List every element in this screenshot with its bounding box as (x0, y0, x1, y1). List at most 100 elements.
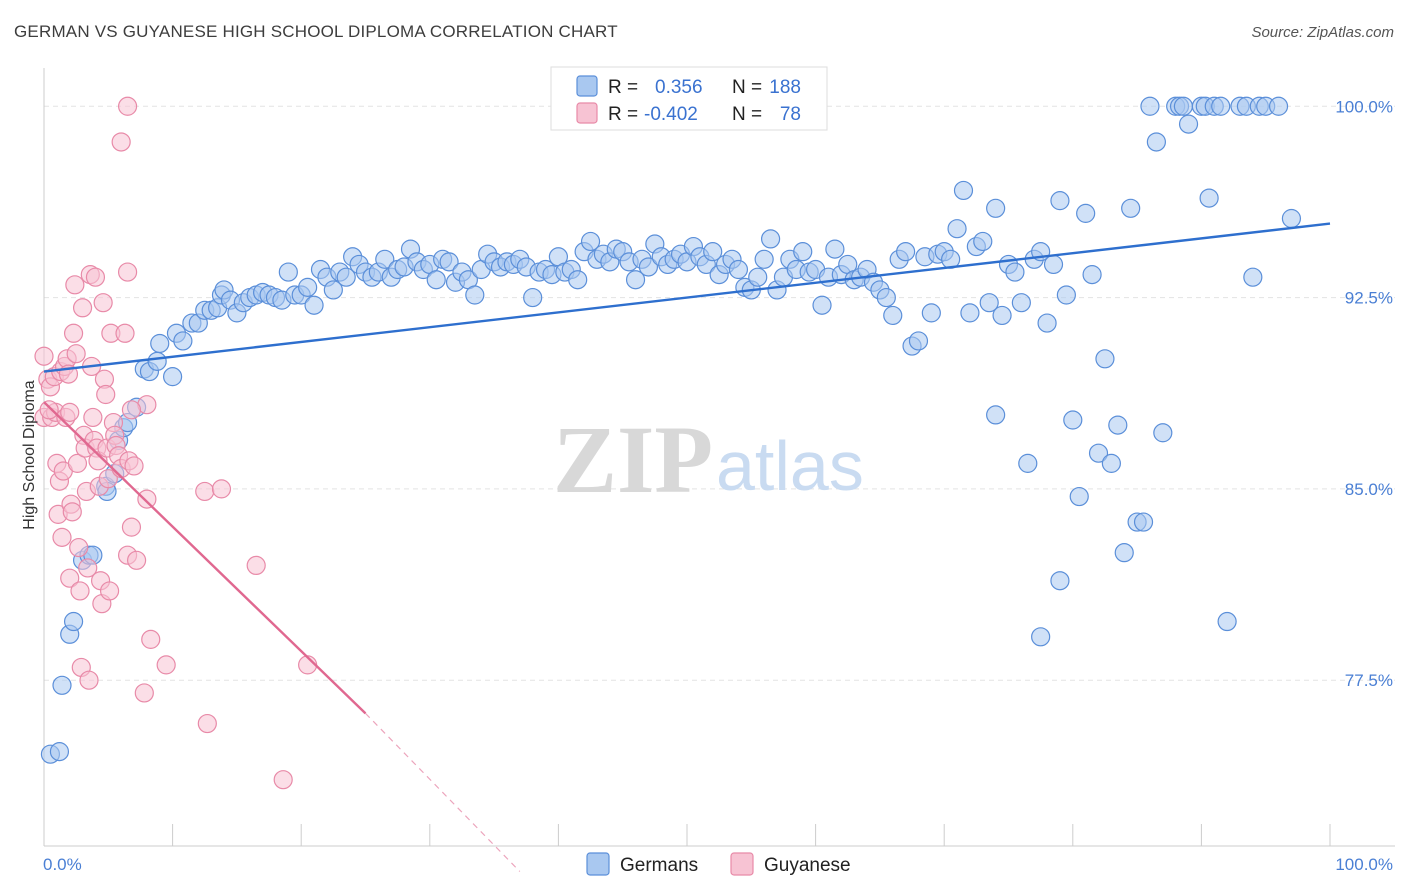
data-point (49, 742, 70, 762)
data-point (1063, 410, 1083, 430)
data-point (63, 323, 84, 343)
data-point (1037, 313, 1057, 333)
data-point (825, 239, 845, 259)
y-axis-label: High School Diploma (21, 380, 38, 530)
data-point (34, 346, 54, 366)
data-point (117, 262, 138, 282)
data-point (195, 481, 215, 502)
watermark: ZIP atlas (553, 406, 864, 513)
data-point (1199, 188, 1219, 208)
y-tick-labels: 100.0% 92.5% 85.0% 77.5% (1335, 97, 1393, 690)
data-point (375, 249, 395, 269)
data-point (173, 331, 193, 351)
data-point (1018, 453, 1038, 473)
data-point (60, 402, 80, 422)
trendlines (43, 222, 1331, 872)
bottom-legend: Germans Guyanese (586, 852, 851, 876)
data-point (1217, 611, 1237, 632)
data-point (52, 675, 72, 695)
x-tick-labels: 0.0% 100.0% (43, 855, 1393, 874)
data-point (246, 555, 266, 576)
watermark-zip: ZIP (553, 406, 713, 513)
legend-n-label: N = (732, 104, 762, 125)
legend-n-value: 188 (769, 77, 801, 98)
data-point (1211, 96, 1231, 116)
data-point (986, 198, 1006, 218)
legend-swatch-guyanese (576, 102, 598, 124)
data-point (66, 344, 86, 364)
data-point (96, 384, 116, 405)
data-point (147, 351, 167, 371)
data-point (150, 333, 170, 354)
data-point (1043, 254, 1064, 275)
data-point (323, 280, 343, 300)
data-point (908, 331, 929, 351)
data-point (1095, 349, 1115, 369)
data-point (1281, 208, 1302, 229)
data-point (1108, 415, 1128, 435)
data-point (39, 400, 59, 420)
data-point (638, 257, 659, 277)
data-point (1050, 191, 1070, 211)
legend-r-label: R = (608, 104, 638, 125)
data-point (163, 367, 183, 387)
data-point (876, 287, 896, 308)
data-point (72, 298, 93, 318)
data-point (336, 267, 356, 287)
data-point (141, 629, 161, 649)
data-point (134, 683, 154, 703)
data-point (973, 231, 993, 252)
y-tick-label: 100.0% (1335, 97, 1393, 116)
data-point (748, 267, 768, 287)
source-credit: Source: ZipAtlas.com (1251, 24, 1394, 41)
bottom-legend-label-germans: Germans (620, 855, 698, 876)
data-point (1121, 198, 1141, 218)
data-point (1114, 543, 1134, 563)
data-point (98, 469, 118, 489)
data-point (69, 537, 89, 558)
data-point (465, 285, 485, 305)
data-point (760, 229, 781, 249)
data-point (580, 231, 601, 252)
legend-r-value: -0.402 (644, 104, 698, 125)
data-point (111, 132, 131, 152)
bottom-legend-label-guyanese: Guyanese (764, 855, 851, 876)
watermark-atlas: atlas (716, 427, 864, 505)
trendline-guyanese-extension (365, 712, 521, 872)
x-tick-label: 0.0% (43, 855, 82, 874)
data-point (1243, 267, 1263, 287)
data-point (121, 400, 142, 420)
data-point (1140, 96, 1160, 116)
data-point (1146, 132, 1166, 152)
bottom-legend-swatch-germans (586, 852, 610, 876)
data-point (1076, 203, 1096, 223)
data-point (52, 527, 72, 547)
data-point (60, 568, 80, 588)
data-point (960, 303, 980, 323)
y-tick-label: 92.5% (1345, 289, 1393, 308)
data-point (79, 670, 99, 690)
data-point (426, 270, 446, 290)
data-point (568, 270, 588, 290)
data-point (1031, 627, 1051, 647)
data-point (439, 252, 459, 272)
trendline-germans (43, 222, 1331, 373)
series-guyanese-points (34, 96, 318, 790)
series-germans-points (40, 96, 1302, 764)
data-point (1101, 453, 1121, 473)
axes (43, 68, 1395, 847)
data-point (1268, 96, 1289, 116)
data-point (99, 581, 120, 601)
data-point (117, 96, 138, 116)
legend-box: R = 0.356 N = 188 R = -0.402 N = 78 (550, 66, 828, 131)
data-point (812, 295, 832, 315)
data-point (754, 249, 774, 269)
legend-n-value: 78 (780, 104, 801, 125)
legend-r-label: R = (608, 77, 638, 98)
bottom-legend-swatch-guyanese (730, 852, 754, 876)
data-point (83, 407, 103, 428)
gridlines (44, 105, 1395, 681)
data-point (1088, 443, 1109, 463)
data-point (1173, 96, 1193, 116)
data-point (1005, 262, 1025, 282)
